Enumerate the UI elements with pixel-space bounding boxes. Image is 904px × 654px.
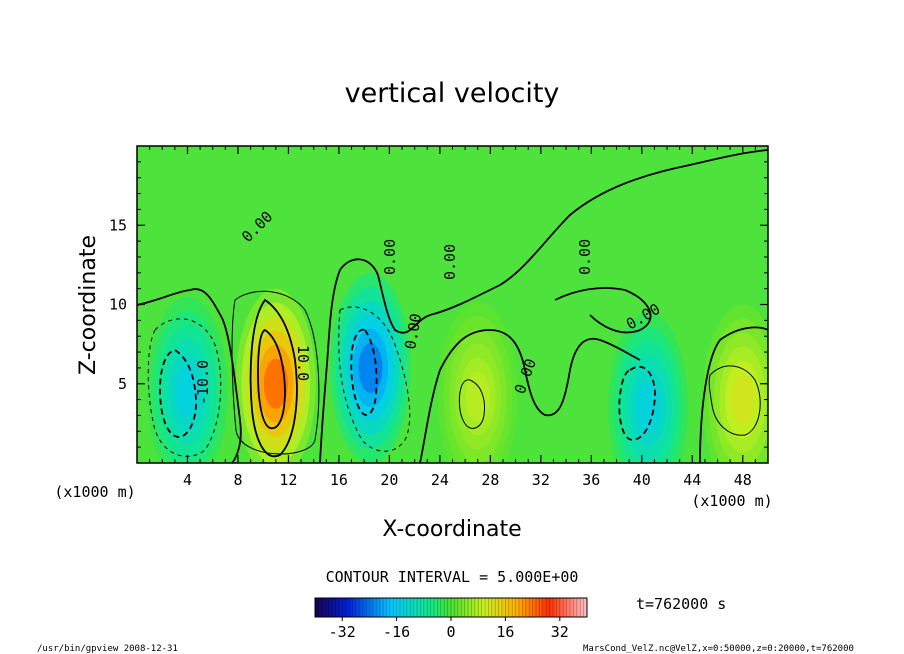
chart-title: vertical velocity [345,78,560,109]
velocity-cell-3-level-5 [465,371,490,422]
y-axis-label: Z-coordinate [76,235,101,375]
x-tick-label: 12 [279,471,297,489]
plot-area: 0.00 0.00 0.00 0.00 0.00 0.00 0.00 10.0 … [137,146,768,463]
x-tick-label: 28 [481,471,499,489]
x-tick-label: 32 [532,471,550,489]
velocity-cell-1-level-5 [263,358,288,409]
svg-text:-10.0: -10.0 [194,360,212,405]
x-tick-label: 44 [683,471,701,489]
footer-left: /usr/bin/gpview 2008-12-31 [37,644,178,654]
x-tick-label: 8 [233,471,242,489]
x-axis: 4 8 12 16 20 24 28 32 36 40 44 48 [149,146,756,489]
time-label: t=762000 s [636,595,726,613]
x-tick-label: 20 [380,471,398,489]
y-axis: 5 10 15 [109,161,768,448]
colorbar-tick-label: 16 [496,623,514,641]
velocity-cell-2-level-5 [358,342,383,393]
colorbar-tick-label: 0 [446,623,455,641]
velocity-cell-4-level-5 [636,382,661,433]
velocity-cell-5-level-5 [730,374,755,425]
x-tick-label: 40 [633,471,651,489]
x-unit-left: (x1000 m) [54,483,135,501]
x-tick-label: 48 [734,471,752,489]
contour-interval: CONTOUR INTERVAL = 5.000E+00 [326,568,579,586]
x-tick-label: 36 [582,471,600,489]
y-tick-label: 5 [118,375,127,393]
svg-text:0.00: 0.00 [576,239,594,275]
colorbar-tick-label: -16 [383,623,410,641]
svg-text:0.00: 0.00 [401,312,425,351]
x-tick-label: 4 [183,471,192,489]
contour-lines [137,149,768,463]
svg-text:10.0: 10.0 [294,345,312,381]
colorbar: -32 -16 0 16 32 [314,597,588,641]
x-unit-right: (x1000 m) [691,492,772,510]
svg-text:0.00: 0.00 [441,244,459,280]
colorbar-tick-label: 32 [551,623,569,641]
x-axis-label: X-coordinate [382,517,521,542]
svg-text:0.00: 0.00 [381,239,399,275]
colorbar-tick-label: -32 [329,623,356,641]
y-tick-label: 10 [109,296,127,314]
footer-right: MarsCond_VelZ.nc@VelZ,x=0:50000,z=0:2000… [583,644,854,654]
x-tick-label: 24 [431,471,449,489]
y-tick-label: 15 [109,216,127,234]
x-tick-label: 16 [330,471,348,489]
